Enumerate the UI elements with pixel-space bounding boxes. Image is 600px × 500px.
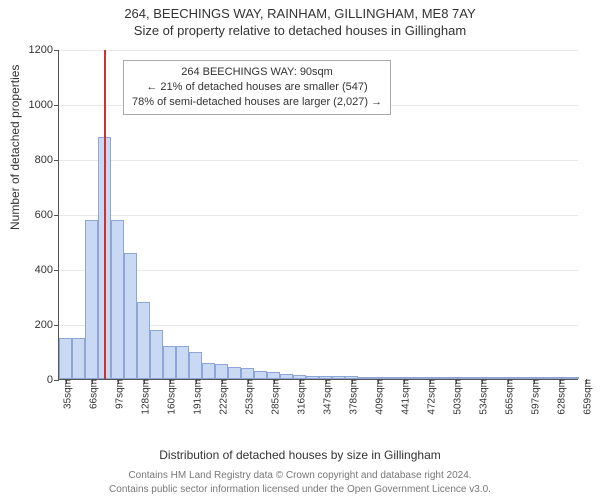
attribution-text: Contains HM Land Registry data © Crown c… (0, 469, 600, 496)
histogram-bar (514, 377, 527, 379)
histogram-bar (215, 364, 228, 379)
annotation-line: 264 BEECHINGS WAY: 90sqm (132, 65, 382, 80)
histogram-bar (241, 368, 254, 379)
histogram-bar (332, 376, 345, 379)
x-tick-label: 441sqm (396, 379, 411, 415)
histogram-bar (228, 367, 241, 379)
annotation-line: ← 21% of detached houses are smaller (54… (132, 80, 382, 95)
x-tick-label: 160sqm (162, 379, 177, 415)
y-tick-label: 400 (35, 264, 59, 276)
annotation-line: 78% of semi-detached houses are larger (… (132, 95, 382, 110)
histogram-bar (189, 352, 202, 380)
histogram-bar (306, 376, 319, 379)
attribution-line: Contains public sector information licen… (0, 483, 600, 497)
x-tick-label: 66sqm (84, 379, 99, 409)
histogram-bar (462, 377, 475, 379)
reference-line (104, 50, 106, 379)
gridline (59, 160, 578, 161)
histogram-bar (111, 220, 124, 380)
x-tick-label: 316sqm (292, 379, 307, 415)
x-tick-label: 565sqm (500, 379, 515, 415)
x-tick-label: 628sqm (552, 379, 567, 415)
y-tick-label: 1200 (29, 44, 59, 56)
x-tick-label: 285sqm (266, 379, 281, 415)
histogram-bar (280, 374, 293, 380)
y-tick-label: 0 (47, 374, 59, 386)
page-subtitle: Size of property relative to detached ho… (0, 21, 600, 38)
histogram-bar (540, 377, 553, 379)
y-tick-label: 1000 (29, 99, 59, 111)
histogram-bar (267, 372, 280, 379)
x-tick-label: 222sqm (214, 379, 229, 415)
histogram-bar (85, 220, 98, 380)
annotation-box: 264 BEECHINGS WAY: 90sqm ← 21% of detach… (123, 60, 391, 115)
histogram-bar (72, 338, 85, 379)
x-tick-label: 597sqm (526, 379, 541, 415)
x-tick-label: 347sqm (318, 379, 333, 415)
x-tick-label: 35sqm (58, 379, 73, 409)
histogram-bar (202, 363, 215, 380)
x-tick-label: 128sqm (136, 379, 151, 415)
histogram-chart: 020040060080010001200 264 BEECHINGS WAY:… (58, 50, 578, 420)
y-tick-label: 800 (35, 154, 59, 166)
x-tick-label: 472sqm (422, 379, 437, 415)
x-tick-label: 191sqm (188, 379, 203, 415)
x-tick-label: 409sqm (370, 379, 385, 415)
histogram-bar (150, 330, 163, 380)
histogram-bar (176, 346, 189, 379)
x-tick-label: 534sqm (474, 379, 489, 415)
attribution-line: Contains HM Land Registry data © Crown c… (0, 469, 600, 483)
histogram-bar (59, 338, 72, 379)
histogram-bar (384, 377, 397, 379)
x-axis-label: Distribution of detached houses by size … (0, 448, 600, 462)
page-title: 264, BEECHINGS WAY, RAINHAM, GILLINGHAM,… (0, 0, 600, 21)
histogram-bar (358, 377, 371, 379)
gridline (59, 215, 578, 216)
histogram-bar (163, 346, 176, 379)
plot-area: 020040060080010001200 264 BEECHINGS WAY:… (58, 50, 578, 380)
histogram-bar (436, 377, 449, 379)
histogram-bar (488, 377, 501, 379)
gridline (59, 50, 578, 51)
y-axis-label: Number of detached properties (8, 65, 22, 230)
x-tick-label: 97sqm (110, 379, 125, 409)
histogram-bar (137, 302, 150, 379)
x-tick-label: 503sqm (448, 379, 463, 415)
y-tick-label: 200 (35, 319, 59, 331)
x-tick-label: 378sqm (344, 379, 359, 415)
y-tick-label: 600 (35, 209, 59, 221)
histogram-bar (410, 377, 423, 379)
histogram-bar (254, 371, 267, 379)
histogram-bar (124, 253, 137, 380)
x-tick-label: 253sqm (240, 379, 255, 415)
histogram-bar (566, 377, 579, 379)
x-tick-label: 659sqm (578, 379, 593, 415)
